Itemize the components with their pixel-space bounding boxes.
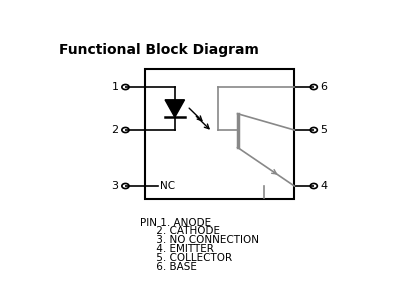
Text: NC: NC — [160, 181, 175, 191]
Text: 2: 2 — [111, 125, 119, 135]
Text: 2. CATHODE: 2. CATHODE — [140, 226, 220, 236]
Bar — [145, 69, 294, 199]
Text: 5. COLLECTOR: 5. COLLECTOR — [140, 253, 232, 263]
Text: 6. BASE: 6. BASE — [140, 262, 197, 272]
Text: 4. EMITTER: 4. EMITTER — [140, 244, 214, 254]
Polygon shape — [165, 100, 184, 117]
Text: 6: 6 — [321, 82, 328, 92]
Text: 1: 1 — [111, 82, 119, 92]
Text: 5: 5 — [321, 125, 328, 135]
Text: 4: 4 — [321, 181, 328, 191]
Text: 3. NO CONNECTION: 3. NO CONNECTION — [140, 235, 259, 245]
Text: Functional Block Diagram: Functional Block Diagram — [59, 43, 259, 57]
Text: 3: 3 — [111, 181, 119, 191]
Text: PIN 1. ANODE: PIN 1. ANODE — [140, 218, 211, 228]
